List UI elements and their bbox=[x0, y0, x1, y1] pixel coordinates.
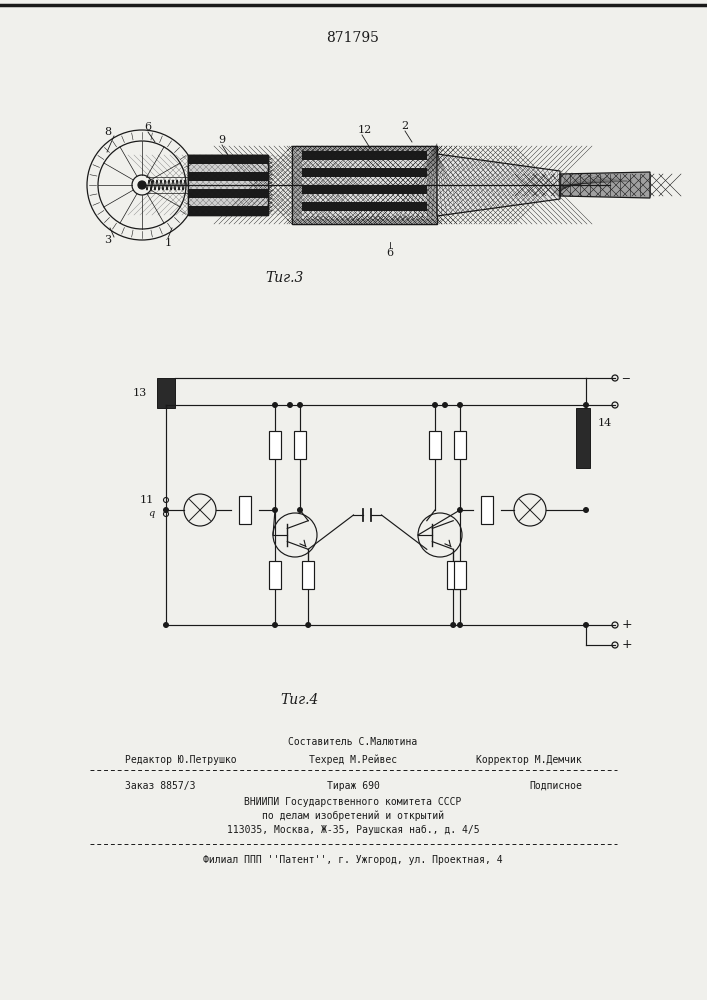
Text: +: + bbox=[622, 639, 633, 652]
Text: Τиг.4: Τиг.4 bbox=[281, 693, 319, 707]
Bar bbox=[302, 159, 427, 168]
Bar bbox=[429, 431, 441, 459]
Polygon shape bbox=[437, 154, 560, 216]
Text: Техред М.Рейвес: Техред М.Рейвес bbox=[309, 755, 397, 765]
Text: Тираж 690: Тираж 690 bbox=[327, 781, 380, 791]
Circle shape bbox=[583, 402, 589, 408]
Circle shape bbox=[287, 402, 293, 408]
Circle shape bbox=[583, 507, 589, 513]
Bar bbox=[188, 155, 268, 215]
Bar bbox=[302, 202, 427, 211]
Bar bbox=[188, 177, 268, 187]
Bar bbox=[188, 164, 268, 172]
Circle shape bbox=[272, 507, 278, 513]
Text: 14: 14 bbox=[598, 418, 612, 428]
Bar bbox=[292, 146, 437, 224]
Text: +: + bbox=[622, 618, 633, 632]
Text: 6: 6 bbox=[387, 248, 394, 258]
Text: Подписное: Подписное bbox=[529, 781, 582, 791]
Text: 113035, Москва, Ж-35, Раушская наб., д. 4/5: 113035, Москва, Ж-35, Раушская наб., д. … bbox=[227, 825, 479, 835]
Text: Филиал ППП ''Патент'', г. Ужгород, ул. Проектная, 4: Филиал ППП ''Патент'', г. Ужгород, ул. П… bbox=[203, 855, 503, 865]
Circle shape bbox=[272, 622, 278, 628]
Text: Составитель С.Малютина: Составитель С.Малютина bbox=[288, 737, 418, 747]
Bar bbox=[292, 146, 302, 224]
Bar bbox=[302, 211, 427, 219]
Bar bbox=[188, 206, 268, 215]
Circle shape bbox=[583, 622, 589, 628]
Bar bbox=[302, 185, 427, 194]
Bar bbox=[294, 431, 306, 459]
Circle shape bbox=[138, 181, 146, 189]
Text: Редактор Ю.Петрушко: Редактор Ю.Петрушко bbox=[125, 755, 237, 765]
Circle shape bbox=[457, 402, 463, 408]
Text: q: q bbox=[148, 510, 154, 518]
Bar bbox=[157, 378, 175, 408]
Circle shape bbox=[297, 507, 303, 513]
Text: ВНИИПИ Государственного комитета СССР: ВНИИПИ Государственного комитета СССР bbox=[245, 797, 462, 807]
Text: 13: 13 bbox=[133, 388, 147, 398]
Text: 3: 3 bbox=[105, 235, 112, 245]
Text: 6: 6 bbox=[144, 122, 151, 132]
Bar bbox=[188, 189, 268, 198]
Bar bbox=[269, 431, 281, 459]
Bar bbox=[269, 561, 281, 589]
Bar bbox=[481, 496, 493, 524]
Circle shape bbox=[297, 402, 303, 408]
Bar bbox=[302, 561, 314, 589]
Polygon shape bbox=[560, 172, 650, 198]
Text: Τиг.3: Τиг.3 bbox=[266, 271, 304, 285]
Text: ─: ─ bbox=[622, 373, 629, 383]
Bar bbox=[302, 194, 427, 202]
Text: 2: 2 bbox=[402, 121, 409, 131]
Text: Корректор М.Демчик: Корректор М.Демчик bbox=[477, 755, 582, 765]
Text: 1: 1 bbox=[165, 238, 172, 248]
Text: 8: 8 bbox=[105, 127, 112, 137]
Circle shape bbox=[442, 402, 448, 408]
Bar bbox=[188, 181, 268, 189]
Bar bbox=[188, 172, 268, 181]
Circle shape bbox=[272, 402, 278, 408]
Bar bbox=[188, 166, 268, 176]
Bar bbox=[292, 219, 437, 224]
Circle shape bbox=[432, 402, 438, 408]
Bar bbox=[292, 146, 437, 151]
Circle shape bbox=[305, 622, 311, 628]
Circle shape bbox=[163, 622, 169, 628]
Bar bbox=[448, 561, 460, 589]
Bar bbox=[188, 155, 268, 215]
Bar bbox=[302, 151, 427, 159]
Bar bbox=[454, 431, 466, 459]
Bar bbox=[302, 168, 427, 176]
Circle shape bbox=[457, 507, 463, 513]
Bar bbox=[240, 496, 252, 524]
Bar bbox=[188, 155, 268, 164]
Text: 11: 11 bbox=[140, 495, 154, 505]
Bar bbox=[454, 561, 466, 589]
Bar bbox=[576, 408, 590, 468]
Text: Заказ 8857/3: Заказ 8857/3 bbox=[125, 781, 196, 791]
Bar bbox=[292, 146, 437, 224]
Circle shape bbox=[450, 622, 456, 628]
Bar bbox=[188, 198, 268, 206]
Bar bbox=[302, 176, 427, 185]
Circle shape bbox=[457, 622, 463, 628]
Bar bbox=[188, 155, 268, 215]
Bar bbox=[188, 155, 268, 165]
Text: 12: 12 bbox=[358, 125, 372, 135]
Text: 871795: 871795 bbox=[327, 31, 380, 45]
Circle shape bbox=[163, 507, 169, 513]
Bar bbox=[427, 146, 437, 224]
Text: по делам изобретений и открытий: по делам изобретений и открытий bbox=[262, 811, 444, 821]
Text: 9: 9 bbox=[218, 135, 226, 145]
